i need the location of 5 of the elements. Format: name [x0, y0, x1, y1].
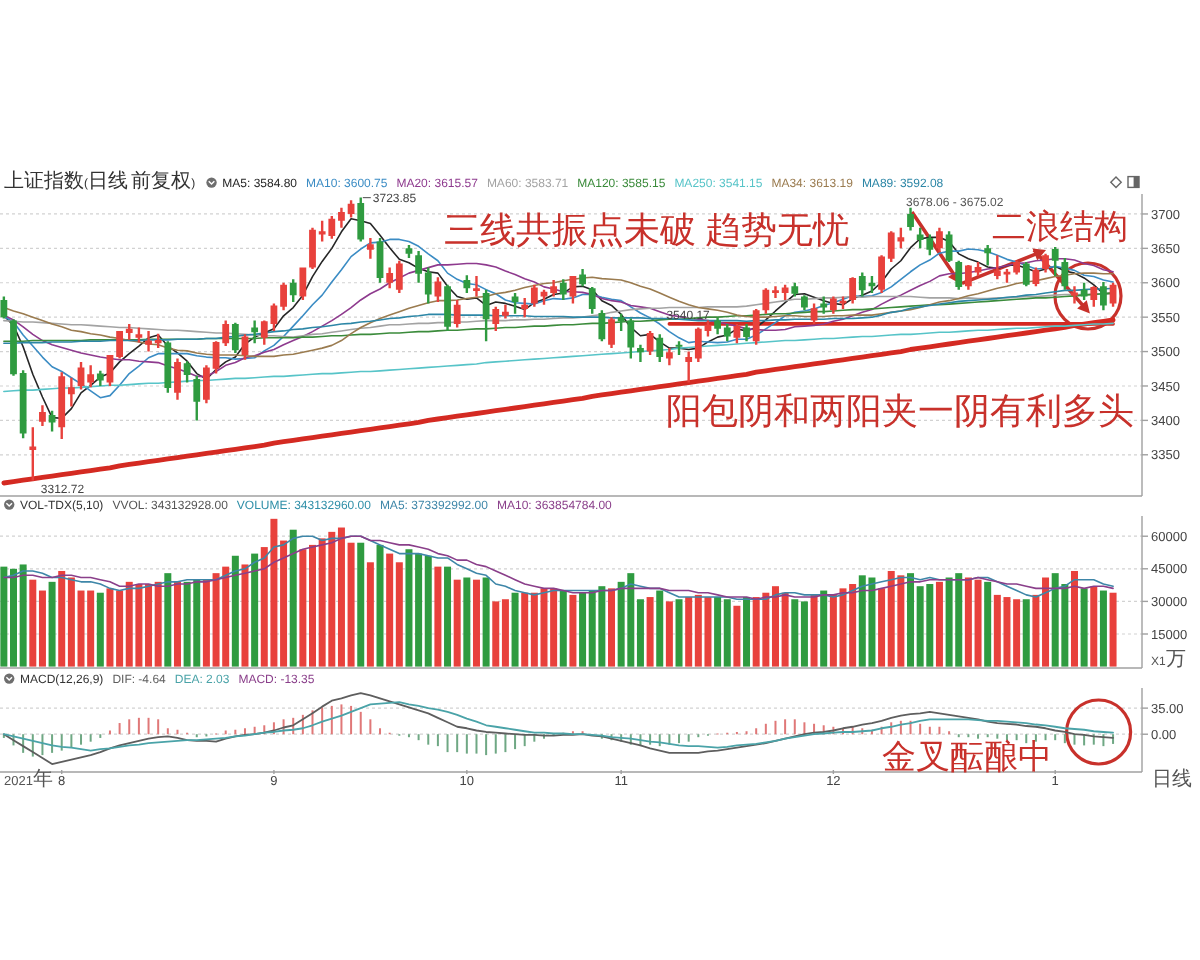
- annotation: 二浪结构: [992, 208, 1128, 246]
- annotation: 阳包阴和两阳夹一阴有利多头: [666, 391, 1134, 431]
- annotation: 金叉酝酿中: [882, 738, 1052, 776]
- annotation: 三线共振点未破 趋势无忧: [444, 210, 849, 250]
- text: 日线: [1152, 767, 1192, 791]
